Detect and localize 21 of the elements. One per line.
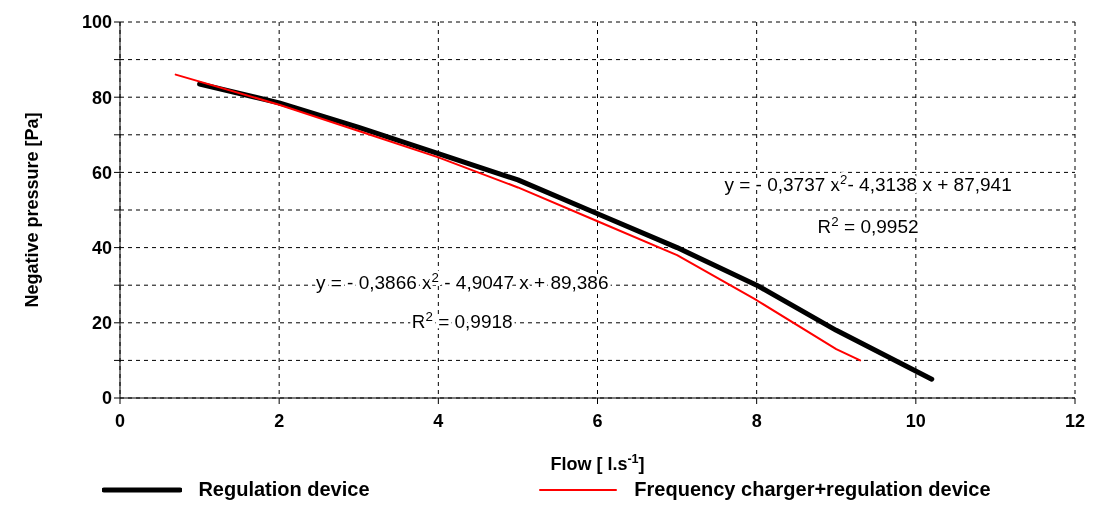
annotation: y = - 0,3737 x$^{2}$- 4,3138 x + 87,941	[724, 171, 1012, 196]
y-tick-label: 0	[101, 388, 112, 409]
annotation: R$^{2}$ = 0,9952	[817, 213, 919, 237]
y-tick-label: 60	[91, 162, 112, 183]
legend-label: Frequency charger+regulation device	[634, 478, 991, 501]
legend-label: Regulation device	[198, 478, 370, 501]
y-tick-label: 20	[91, 313, 112, 334]
y-tick-label: 80	[91, 87, 112, 108]
x-tick-label: 6	[592, 410, 603, 431]
x-tick-label: 12	[1064, 410, 1086, 431]
annotation: y = - 0,3866 x$^{2}$ - 4,9047 x + 89,386	[315, 269, 609, 293]
y-axis-title: Negative pressure [Pa]	[22, 112, 42, 308]
x-tick-label: 8	[751, 410, 762, 431]
x-tick-label: 0	[114, 410, 126, 431]
y-tick-label: 40	[91, 237, 112, 258]
x-axis-title: Flow [ l.s$^{-1}$]	[550, 452, 645, 474]
x-tick-label: 2	[274, 410, 285, 431]
y-tick-label: 100	[81, 12, 112, 33]
annotation: R$^{2}$ = 0,9918	[411, 308, 513, 333]
x-tick-label: 10	[905, 410, 926, 431]
x-tick-label: 4	[433, 410, 444, 431]
